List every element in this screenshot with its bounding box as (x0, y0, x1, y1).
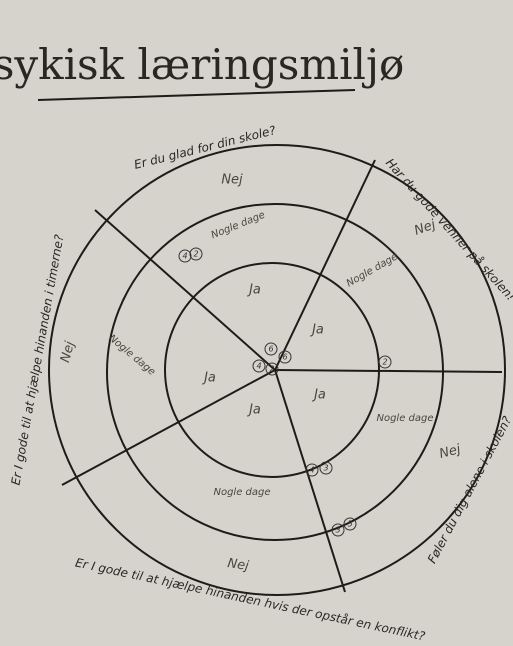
answer-outer: Nej (226, 556, 250, 574)
marker-circle (343, 517, 357, 531)
marker: 4 (182, 252, 187, 261)
marker: 5 (347, 520, 352, 529)
marker-circle (378, 355, 392, 369)
answer-outer: Nej (58, 339, 78, 364)
marker: 2 (193, 250, 198, 259)
answer-middle: Nogle dage (376, 413, 433, 424)
marker-circle (319, 461, 333, 475)
spoke (61, 369, 276, 486)
answer-inner: Ja (246, 403, 261, 418)
marker-circle (265, 362, 279, 376)
spoke (274, 159, 376, 371)
marker-circle (278, 350, 292, 364)
title: Psykisk læringsmiljø (0, 40, 404, 89)
marker: 6 (268, 345, 273, 354)
answer-inner: Ja (246, 283, 261, 298)
marker: 3 (335, 526, 340, 535)
outer-ring (48, 144, 506, 596)
answer-middle: Nogle dage (213, 487, 270, 498)
marker-circle (264, 342, 278, 356)
spoke (274, 369, 503, 373)
marker: 4 (256, 362, 261, 371)
marker-circle (189, 247, 203, 261)
spoke (94, 209, 276, 371)
target (48, 144, 506, 596)
marker: 3 (323, 464, 328, 473)
marker: 2 (269, 365, 274, 374)
marker-circle (305, 463, 319, 477)
answer-inner: Ja (311, 388, 326, 403)
marker: 4 (309, 466, 314, 475)
answer-outer: Nej (438, 442, 463, 462)
marker: 2 (382, 358, 387, 367)
answer-outer: Nej (412, 217, 438, 239)
answer-outer: Nej (221, 173, 243, 188)
answer-inner: Ja (201, 371, 216, 386)
answer-inner: Ja (309, 323, 324, 338)
marker-circle (331, 523, 345, 537)
underline (37, 89, 356, 101)
spoke (274, 369, 346, 593)
marker-circle (178, 249, 192, 263)
marker: 6 (282, 353, 287, 362)
marker-circle (252, 359, 266, 373)
